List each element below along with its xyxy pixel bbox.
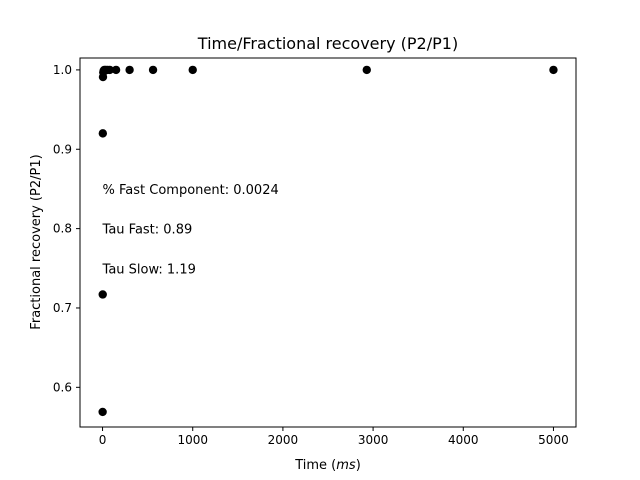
plot-area: [98, 65, 558, 417]
x-axis-label-unit: ms: [336, 458, 356, 473]
data-point: [111, 65, 121, 75]
chart-title: Time/Fractional recovery (P2/P1): [197, 34, 458, 53]
data-point: [549, 65, 558, 75]
data-point: [362, 65, 371, 75]
y-tick-label: 0.8: [53, 222, 72, 236]
data-point: [125, 65, 134, 75]
y-axis-label: Fractional recovery (P2/P1): [29, 154, 44, 329]
x-axis-label-text: Time: [294, 458, 327, 473]
x-axis-label: Time (ms): [294, 458, 361, 473]
data-point: [98, 129, 108, 138]
data-point: [98, 407, 107, 417]
data-point: [148, 65, 158, 75]
x-tick-label: 2000: [268, 433, 299, 447]
y-tick-label: 0.9: [53, 142, 72, 156]
y-tick-label: 1.0: [53, 63, 72, 77]
x-tick-label: 5000: [538, 433, 569, 447]
axes-frame: [79, 57, 577, 428]
data-point: [105, 65, 114, 75]
x-axis-label-open-paren: (: [327, 458, 336, 473]
y-tick-label: 0.7: [53, 301, 72, 315]
x-tick-label: 0: [99, 433, 107, 447]
x-axis: 0 1000 2000 3000 4000 5000: [99, 427, 569, 447]
x-tick-label: 1000: [177, 433, 208, 447]
annotation-text: Tau Fast: 0.89: [102, 223, 193, 238]
x-tick-label: 4000: [448, 433, 479, 447]
data-point: [188, 65, 197, 75]
x-axis-label-close-paren: ): [356, 458, 361, 473]
x-tick-label: 3000: [358, 433, 389, 447]
y-tick-label: 0.6: [53, 380, 72, 394]
data-point: [98, 290, 107, 299]
y-axis: 0.6 0.7 0.8 0.9 1.0: [53, 63, 80, 394]
annotations: % Fast Component: 0.0024 Tau Fast: 0.89 Ta…: [102, 183, 279, 277]
annotation-text: % Fast Component: 0.0024: [103, 183, 279, 198]
annotation-text: Tau Slow: 1.19: [102, 262, 196, 277]
